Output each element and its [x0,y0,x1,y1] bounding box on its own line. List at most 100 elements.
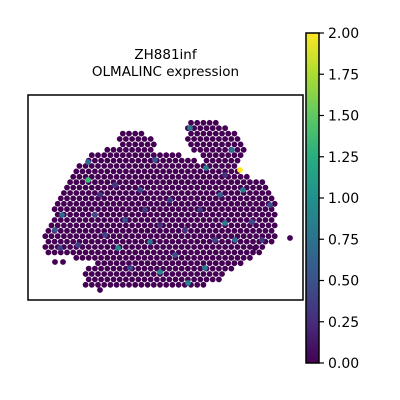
highlight-spot [97,192,103,198]
spot [219,152,225,159]
spot [144,249,151,256]
spot [85,265,92,272]
spot [95,206,101,213]
spot [197,233,204,240]
spot [253,211,259,218]
spot [181,217,188,223]
spot [178,168,185,175]
spot [216,168,222,175]
spot [138,271,145,277]
spot [51,238,58,245]
spot [147,200,154,207]
spot [206,152,213,159]
spot [212,260,219,267]
spot [113,173,120,180]
spot [79,190,86,196]
spot [194,195,201,202]
spot [107,249,114,256]
spot [92,179,98,186]
spot [82,249,89,256]
spot [116,276,123,283]
spot [123,136,129,142]
spot [247,244,253,250]
spot [119,184,126,191]
spot [219,206,225,213]
spot [61,233,67,240]
highlight-spot [142,207,148,213]
spot [88,163,95,169]
spot [197,146,204,153]
spot [206,130,213,137]
spot [268,195,275,202]
spot [88,238,95,245]
spot [123,157,129,164]
spot [256,227,263,234]
spot [107,271,114,277]
spot [60,259,66,265]
spot [268,217,275,223]
spot [135,233,142,240]
colorbar-tick-label: 1.25 [328,150,359,166]
spot [271,211,278,218]
spot [166,244,173,250]
spot [82,217,89,223]
spot [95,271,101,277]
spot [82,238,89,245]
spot [104,179,111,186]
spot [206,195,213,202]
spot [219,227,225,234]
spot [104,222,111,229]
spot [197,244,204,250]
spot [259,244,266,250]
spot [85,222,92,229]
highlight-spot [147,239,153,245]
spot [169,152,176,159]
spot [228,179,235,186]
spot [203,276,210,283]
spot [88,227,95,234]
spot [268,238,275,245]
spot [231,217,238,223]
spot [138,163,145,169]
spot [85,244,92,250]
spot [160,179,167,186]
spot [107,152,114,159]
spot [119,206,126,213]
spot [219,130,225,137]
spot [169,217,176,223]
spot [147,179,154,186]
colorbar [305,32,320,364]
spot [67,200,73,207]
spot [154,276,160,283]
spot [194,130,201,137]
spot [166,168,173,175]
spot [82,184,89,191]
highlight-spot [237,167,243,173]
spot [157,206,163,213]
spot [57,195,64,202]
spot [126,152,132,159]
spot [126,271,132,277]
spot [132,206,139,213]
spot [197,276,204,283]
spot [132,184,139,191]
spot [216,276,222,283]
highlight-spot [185,280,191,286]
spot [169,281,176,288]
spot [157,249,163,256]
spot [169,260,176,267]
spot [135,254,142,261]
spot [132,195,139,202]
spot [237,217,244,223]
spot [222,211,229,218]
highlight-spot [249,219,255,225]
spot [209,200,216,207]
spot [67,211,73,218]
spot [132,152,139,159]
spot [141,276,148,283]
spot [144,195,151,202]
spot [138,141,145,148]
spot [185,244,191,250]
spot [144,163,151,169]
spot [225,260,232,267]
